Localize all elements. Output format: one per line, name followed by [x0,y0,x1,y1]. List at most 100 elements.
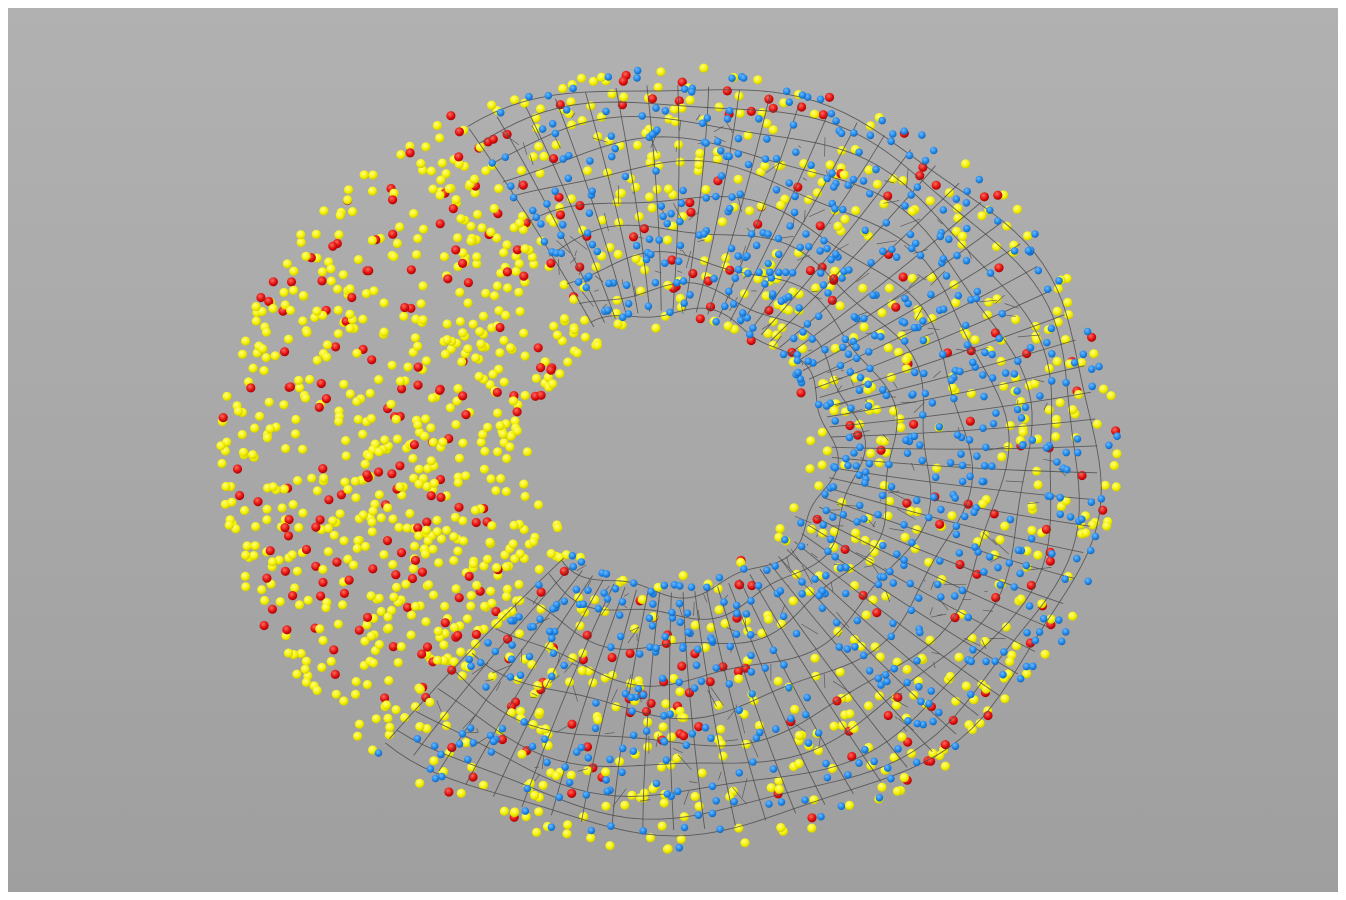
blue-point [543,200,551,208]
yellow-point [850,581,859,590]
blue-point [735,135,743,143]
blue-point [962,322,970,330]
yellow-point [416,685,425,694]
blue-point [838,130,846,138]
blue-point [488,748,496,756]
yellow-point [387,400,396,409]
yellow-point [463,344,472,353]
yellow-point [392,705,401,714]
blue-point [922,157,930,165]
yellow-point [1093,420,1102,429]
blue-point [1088,383,1096,391]
yellow-point [317,663,326,672]
yellow-point [570,325,579,334]
blue-point [794,357,802,365]
yellow-point [745,206,754,215]
yellow-point [319,474,328,483]
blue-point [847,404,855,412]
blue-point [499,725,507,733]
yellow-point [396,150,405,159]
blue-point [1031,230,1039,238]
yellow-point [336,509,345,518]
blue-point [815,729,823,737]
yellow-point [924,558,933,567]
red-point [446,111,455,120]
yellow-point [339,696,348,705]
yellow-point [368,527,377,536]
yellow-point [243,541,252,550]
yellow-point [663,236,672,245]
blue-point [953,252,961,260]
blue-point [584,587,592,595]
blue-point [589,241,597,249]
blue-point [608,132,616,140]
yellow-point [851,206,860,215]
blue-point [563,106,571,114]
yellow-point [823,446,832,455]
yellow-point [424,580,433,589]
yellow-point [1051,432,1060,441]
blue-point [607,643,615,651]
yellow-point [298,445,307,454]
yellow-point [364,452,373,461]
yellow-point [368,170,377,179]
blue-point [726,643,734,651]
yellow-point [1107,391,1116,400]
blue-point [817,813,825,821]
blue-point [911,324,919,332]
blue-point [1095,363,1103,371]
yellow-point [393,239,402,248]
red-point [436,219,445,228]
yellow-point [302,678,311,687]
red-point [648,94,657,103]
blue-point [702,194,710,202]
blue-point [996,335,1004,343]
blue-point [890,665,898,673]
yellow-point [495,348,504,357]
blue-point [763,566,771,574]
blue-point [548,673,556,681]
blue-point [674,788,682,796]
blue-point [980,568,988,576]
yellow-point [470,175,479,184]
yellow-point [363,680,372,689]
blue-point [762,155,770,163]
blue-point [666,309,674,317]
yellow-point [954,653,963,662]
red-point [364,266,373,275]
yellow-point [358,315,367,324]
red-point [368,564,377,573]
yellow-point [439,640,448,649]
red-point [435,386,444,395]
blue-point [689,730,697,738]
yellow-point [338,600,347,609]
yellow-point [500,550,509,559]
yellow-point [454,478,463,487]
yellow-point [292,670,301,679]
yellow-point [249,364,258,373]
blue-point [508,641,516,649]
yellow-point [577,74,586,83]
yellow-point [1023,231,1032,240]
yellow-point [457,789,466,798]
yellow-point [764,615,773,624]
yellow-point [601,767,610,776]
red-point [449,204,458,213]
blue-point [1113,432,1121,440]
blue-point [940,305,948,313]
blue-point [979,424,987,432]
yellow-point [354,415,363,424]
yellow-point [523,447,532,456]
red-point [315,403,324,412]
red-point [422,518,431,527]
yellow-point [301,252,310,261]
blue-point [541,735,549,743]
yellow-point [403,524,412,533]
yellow-point [476,339,485,348]
yellow-point [664,184,673,193]
yellow-point [493,447,502,456]
blue-point [702,724,710,732]
blue-point [663,756,671,764]
blue-point [747,631,755,639]
yellow-point [352,677,361,686]
